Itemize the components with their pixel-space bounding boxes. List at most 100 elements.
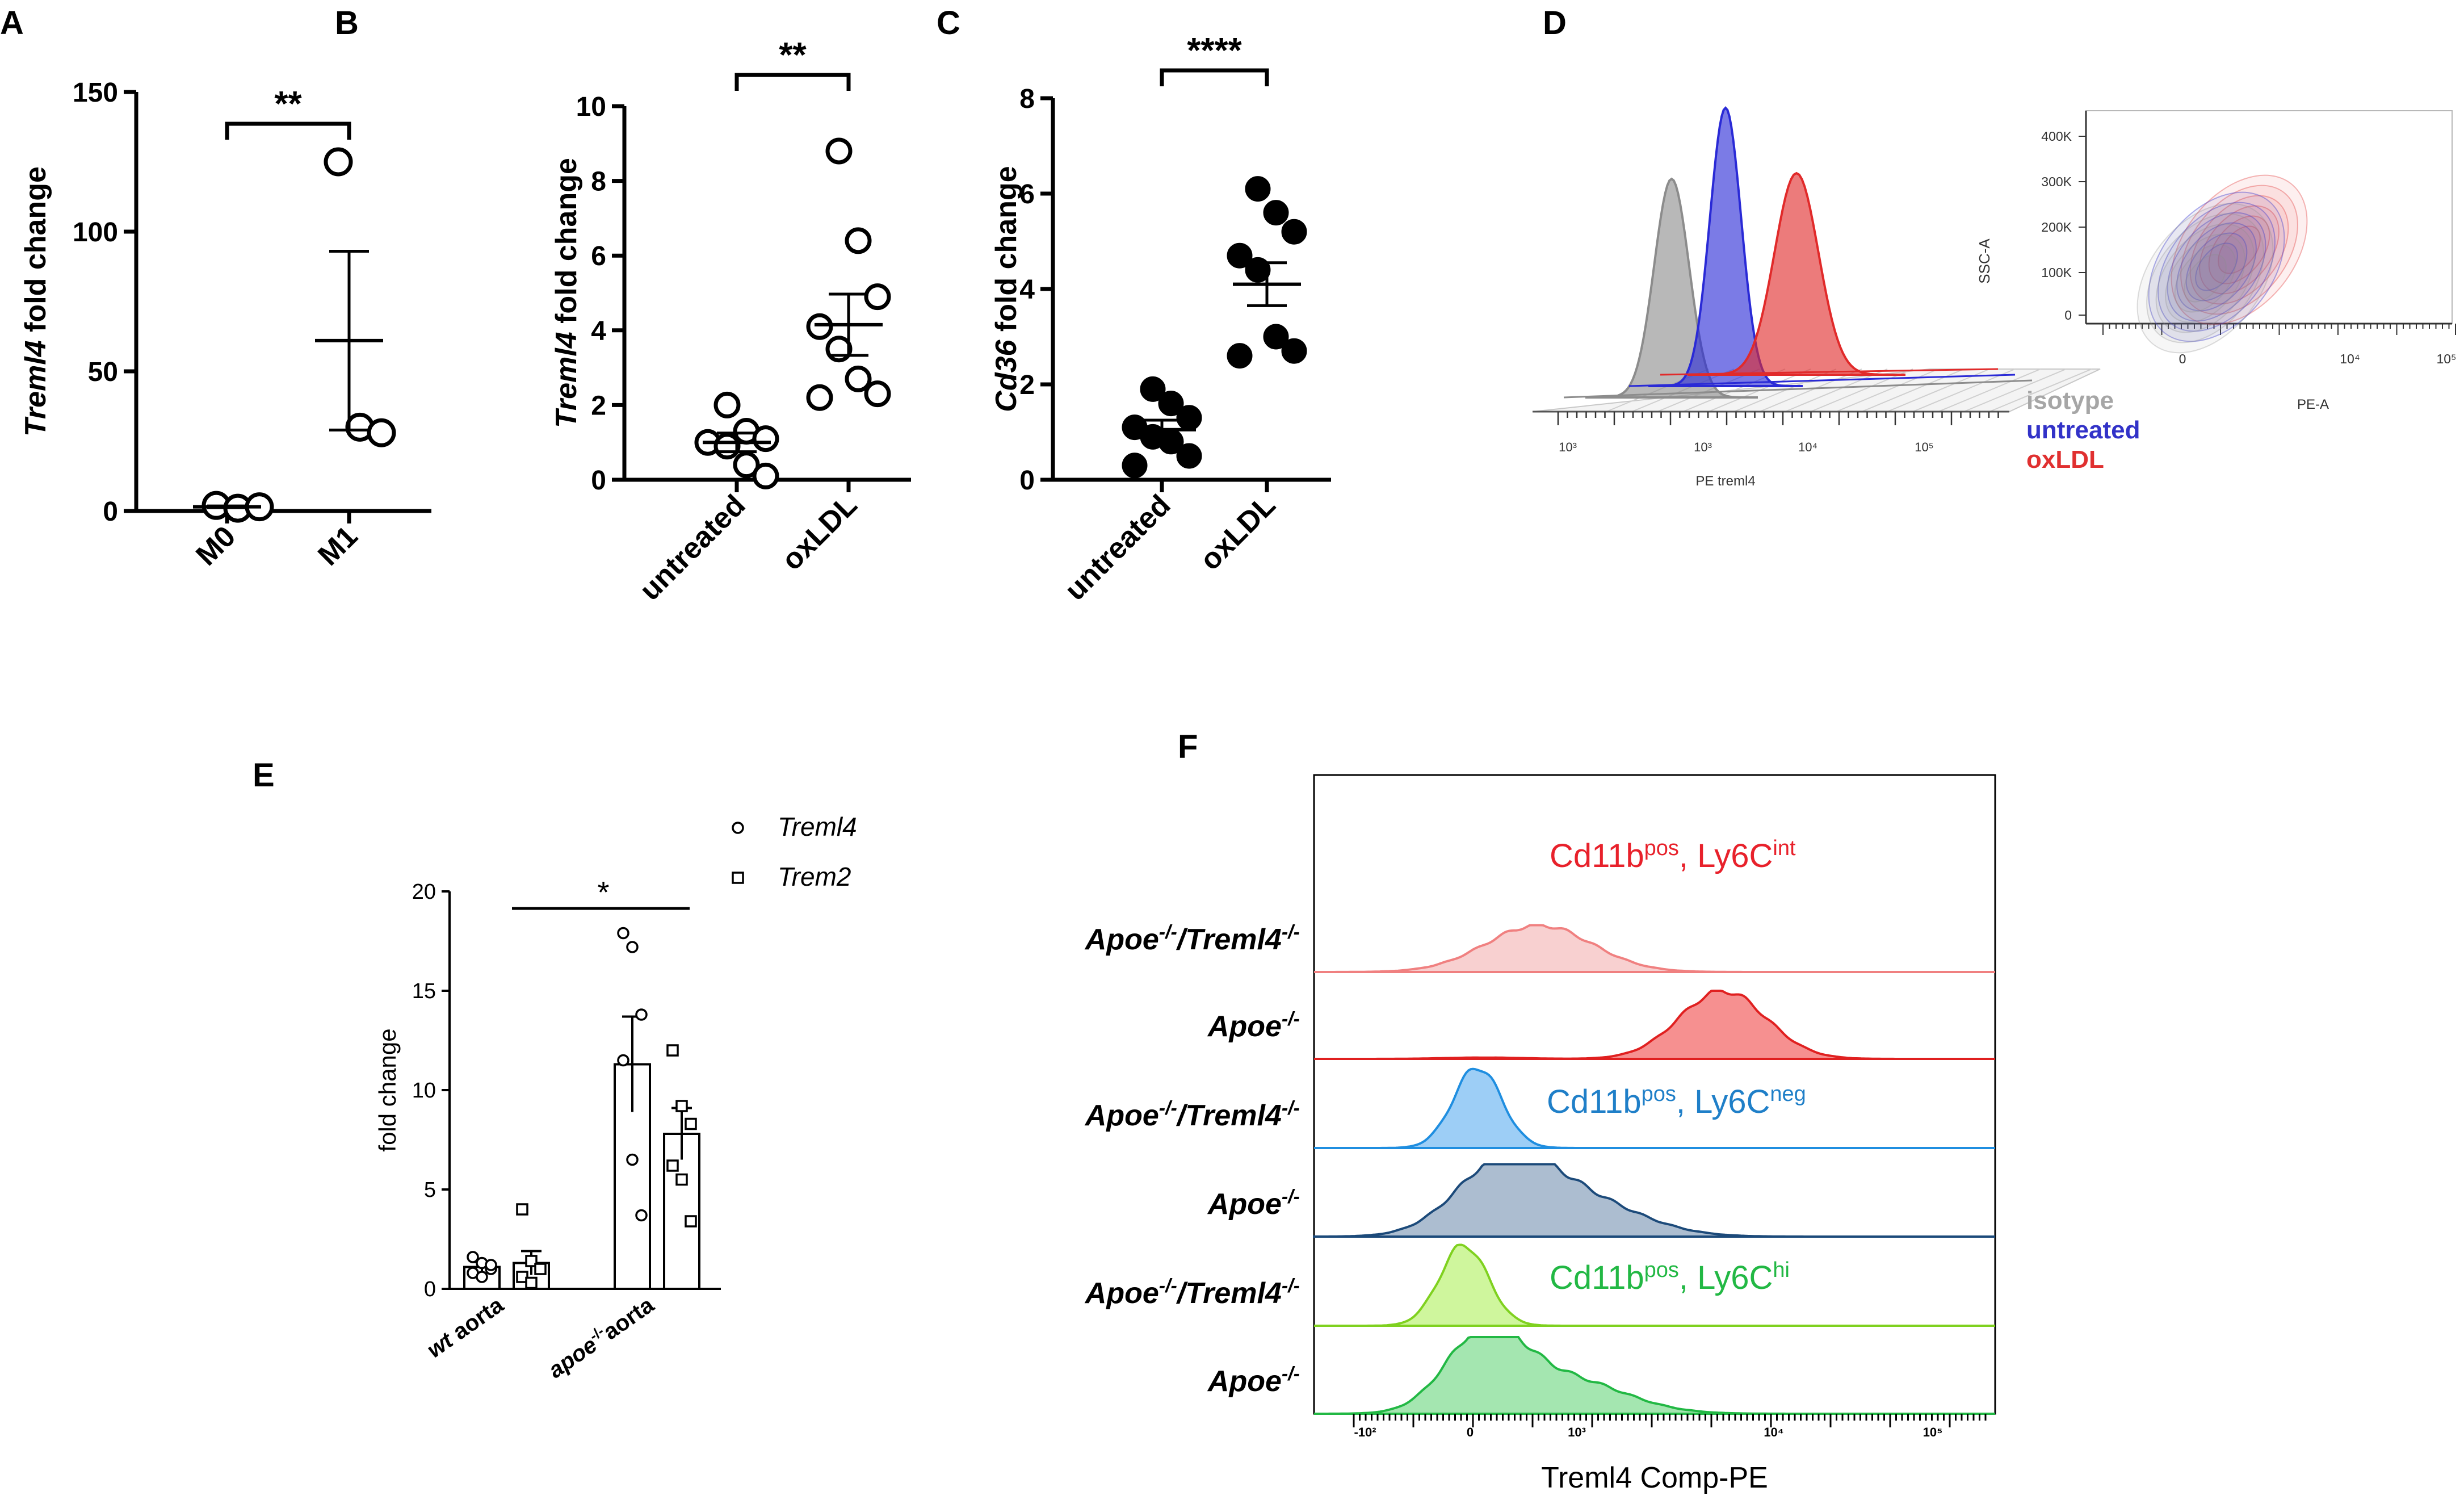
floor-grid-line bbox=[1836, 368, 1939, 412]
floor-grid-line bbox=[1733, 368, 1837, 412]
y-tick-label: 0 bbox=[591, 466, 606, 496]
significance-label: **** bbox=[1187, 31, 1242, 70]
inset-y-tick-label: 400K bbox=[2041, 129, 2072, 144]
inset-y-tick-label: 200K bbox=[2041, 220, 2072, 234]
floor-grid-line bbox=[1810, 368, 1913, 412]
inset-y-axis-label: SSC-A bbox=[1976, 238, 1993, 284]
x-tick-label: untreated bbox=[1059, 488, 1177, 607]
histogram-floor bbox=[1532, 368, 2101, 425]
y-axis-label: fold change bbox=[374, 1028, 401, 1151]
contour-ring bbox=[2199, 205, 2280, 295]
y-tick-label: 2 bbox=[1019, 370, 1035, 400]
histogram-baseline-untreated bbox=[1628, 374, 2016, 387]
x-tick-label: 10³ bbox=[1568, 1425, 1586, 1439]
contour-ring bbox=[2157, 202, 2276, 332]
data-point-Treml4 bbox=[626, 941, 639, 953]
data-point-Treml4 bbox=[467, 1251, 479, 1263]
row-label: Apoe-/- bbox=[1207, 1008, 1300, 1043]
contour-ring bbox=[2171, 174, 2308, 325]
population-label: Cd11bpos, Ly6Chi bbox=[1550, 1258, 1790, 1296]
significance-label: * bbox=[597, 876, 609, 910]
y-axis-label: Treml4 fold change bbox=[19, 166, 52, 437]
histogram-baseline-isotype bbox=[1563, 379, 2033, 399]
data-point-Trem2 bbox=[675, 1173, 688, 1186]
contour-ring bbox=[2165, 233, 2245, 323]
y-tick-label: 15 bbox=[412, 979, 436, 1003]
histogram-x-tick-label: 10⁵ bbox=[1915, 440, 1934, 454]
x-tick-label: 10⁵ bbox=[1923, 1425, 1943, 1439]
row-label: Apoe-/- bbox=[1207, 1186, 1300, 1221]
data-point bbox=[845, 365, 872, 392]
data-point bbox=[825, 336, 853, 363]
data-point bbox=[733, 451, 760, 479]
histogram-x-tick-label: 10⁴ bbox=[1798, 440, 1817, 454]
row-label: Apoe-/- bbox=[1207, 1363, 1300, 1398]
contour-ring bbox=[2208, 215, 2270, 284]
floor-grid-line bbox=[1912, 368, 2016, 412]
data-point bbox=[1245, 257, 1271, 283]
legend-marker-Trem2 bbox=[732, 872, 744, 884]
contour-ring bbox=[2180, 185, 2298, 315]
histogram-x-tick-label: 10³ bbox=[1694, 440, 1712, 454]
data-point bbox=[806, 313, 833, 340]
y-tick-label: 0 bbox=[1019, 466, 1035, 496]
y-tick-label: 20 bbox=[412, 880, 436, 904]
y-tick-label: 150 bbox=[73, 78, 118, 108]
contour-ring bbox=[2218, 225, 2261, 274]
legend-label-untreated: untreated bbox=[2026, 416, 2140, 444]
row-label: Apoe-/-/Treml4-/- bbox=[1084, 1275, 1300, 1310]
significance-label: ** bbox=[274, 85, 302, 124]
y-tick-label: 2 bbox=[591, 391, 606, 421]
data-point-Trem2 bbox=[534, 1263, 547, 1275]
y-tick-label: 4 bbox=[591, 316, 606, 346]
data-point bbox=[1227, 343, 1253, 369]
y-tick-label: 10 bbox=[576, 92, 606, 122]
data-point bbox=[1176, 405, 1202, 431]
data-point-Trem2 bbox=[516, 1203, 528, 1216]
x-tick-label: 10⁴ bbox=[1764, 1425, 1783, 1439]
inset-y-tick-label: 300K bbox=[2041, 174, 2072, 189]
x-tick-label: apoe-/-aorta bbox=[543, 1291, 659, 1383]
contour-ring bbox=[2176, 222, 2257, 312]
significance-bracket bbox=[1160, 68, 1269, 86]
inset-y-tick-label: 0 bbox=[2064, 308, 2072, 322]
y-tick-label: 6 bbox=[1019, 179, 1035, 210]
y-tick-label: 6 bbox=[591, 241, 606, 271]
data-point-Trem2 bbox=[675, 1100, 688, 1112]
y-tick-label: 0 bbox=[103, 497, 118, 527]
histogram-row bbox=[1314, 1067, 1995, 1149]
data-point-Treml4 bbox=[626, 1153, 639, 1166]
x-tick-label: oxLDL bbox=[1194, 488, 1282, 576]
data-point-Trem2 bbox=[525, 1255, 538, 1267]
panel-letter-a: A bbox=[0, 5, 24, 41]
data-point bbox=[1263, 200, 1289, 226]
y-tick-label: 0 bbox=[424, 1277, 436, 1301]
x-tick-label: wt aorta bbox=[422, 1292, 508, 1363]
data-point bbox=[752, 462, 779, 489]
legend-marker-Treml4 bbox=[732, 822, 744, 834]
inset-contour-plot: 0 100K 200K 300K 400K SSC-A 0 10⁴ 10⁵ PE-A bbox=[1976, 110, 2457, 412]
data-point bbox=[367, 418, 396, 447]
data-point bbox=[1263, 324, 1289, 350]
contour-ring bbox=[2185, 232, 2248, 301]
data-point bbox=[1245, 176, 1271, 202]
data-point-Treml4 bbox=[476, 1271, 488, 1283]
data-point bbox=[1140, 376, 1166, 402]
x-axis-label: Treml4 Comp-PE bbox=[1541, 1461, 1768, 1494]
y-axis-label: Treml4 fold change bbox=[550, 158, 583, 428]
panel-letter-e: E bbox=[253, 757, 275, 794]
y-tick-label: 8 bbox=[591, 167, 606, 197]
data-point-Treml4 bbox=[617, 927, 629, 940]
panel-letter-f: F bbox=[1178, 728, 1198, 765]
y-tick-label: 100 bbox=[73, 217, 118, 248]
inset-x-tick-label: 10⁵ bbox=[2436, 351, 2456, 366]
contour-ring bbox=[2155, 223, 2255, 333]
significance-label: ** bbox=[779, 36, 807, 75]
histogram-x-tick-label: 10³ bbox=[1559, 440, 1577, 454]
panel-letter-d: D bbox=[1543, 5, 1567, 41]
histogram-row bbox=[1313, 1163, 1995, 1238]
y-tick-label: 5 bbox=[424, 1178, 436, 1202]
significance-bracket bbox=[734, 73, 851, 91]
floor-grid-line bbox=[1682, 368, 1786, 412]
data-point-Trem2 bbox=[666, 1044, 679, 1057]
